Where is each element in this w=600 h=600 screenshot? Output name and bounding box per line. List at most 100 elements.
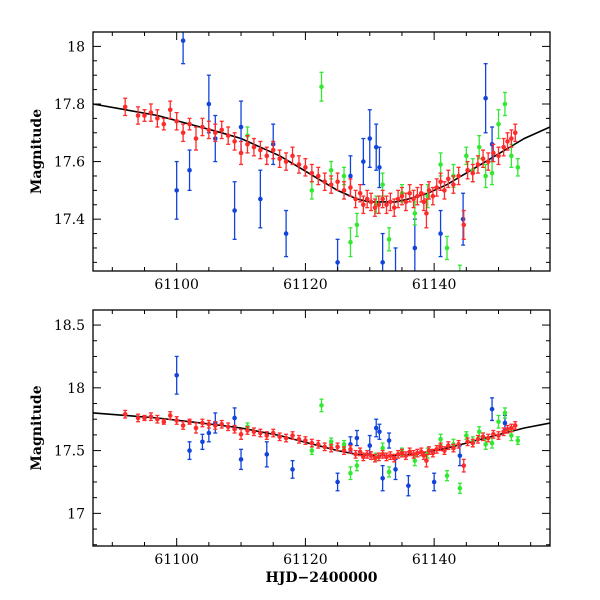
blue-data-point: [489, 406, 495, 412]
green-data-point: [386, 237, 392, 242]
red-data-point: [380, 196, 385, 202]
red-data-point: [155, 416, 160, 422]
blue-data-point: [367, 443, 373, 448]
red-data-point: [512, 423, 518, 428]
green-data-point: [412, 458, 418, 463]
green-data-point: [341, 442, 347, 447]
red-data-point: [341, 188, 347, 193]
red-data-point: [391, 455, 397, 461]
blue-data-point: [232, 208, 237, 213]
y-axis-title: Magnitude: [29, 385, 45, 470]
red-data-point: [135, 113, 141, 118]
plot-area: [93, 355, 550, 497]
red-data-point: [512, 130, 518, 136]
y-tick-label: 17: [67, 506, 85, 522]
blue-data-point: [187, 167, 192, 173]
green-data-point: [483, 173, 488, 179]
red-data-point: [315, 173, 321, 179]
blue-data-point: [206, 101, 212, 107]
red-data-point: [348, 185, 353, 190]
red-data-point: [380, 452, 385, 457]
red-data-point: [438, 179, 443, 185]
red-data-point: [424, 458, 429, 463]
red-data-point: [434, 447, 440, 452]
green-data-point: [509, 433, 514, 438]
red-data-point: [424, 211, 429, 216]
blue-data-point: [206, 430, 212, 436]
red-data-point: [296, 436, 302, 442]
blue-data-point: [380, 260, 385, 265]
red-data-point: [290, 433, 295, 438]
red-data-point: [480, 434, 486, 440]
blue-data-point: [457, 453, 463, 458]
y-tick-label: 18: [67, 39, 85, 55]
blue-data-point: [180, 38, 186, 43]
blue-data-point: [174, 372, 179, 378]
blue-data-point: [412, 245, 418, 251]
red-data-point: [465, 167, 470, 173]
blue-series: [174, 32, 495, 271]
blue-data-point: [187, 448, 192, 453]
blue-data-point: [367, 136, 373, 141]
red-data-point: [264, 153, 270, 159]
green-data-point: [496, 419, 501, 425]
red-data-point: [388, 453, 393, 458]
red-data-point: [456, 442, 461, 447]
x-tick-label: 61140: [412, 277, 457, 293]
red-data-point: [418, 190, 424, 196]
red-data-point: [501, 429, 506, 435]
red-data-point: [491, 431, 496, 437]
blue-data-point: [483, 95, 488, 101]
blue-data-point: [380, 475, 385, 481]
blue-data-point: [238, 124, 244, 130]
red-data-point: [335, 179, 340, 185]
blue-data-point: [264, 452, 270, 457]
red-data-point: [161, 121, 167, 127]
red-data-point: [155, 116, 160, 121]
red-data-point: [446, 176, 451, 182]
red-data-point: [212, 130, 218, 136]
red-data-point: [200, 420, 205, 426]
red-data-point: [384, 454, 389, 460]
blue-data-point: [290, 467, 295, 472]
red-data-point: [167, 107, 173, 113]
red-data-point: [193, 136, 199, 141]
red-data-point: [388, 199, 393, 205]
blue-data-point: [438, 231, 443, 236]
red-data-point: [426, 448, 432, 453]
red-data-point: [353, 452, 358, 457]
red-data-point: [270, 147, 276, 153]
red-data-point: [505, 426, 510, 432]
red-data-point: [296, 162, 302, 167]
plot-frame: [92, 309, 551, 547]
red-data-point: [364, 196, 370, 202]
bottom-light-curve-panel: 61100 61120 61140 17 17.5 18 18.5 Magnitude HJD−…: [29, 309, 551, 586]
blue-data-point: [232, 415, 237, 421]
blue-data-point: [393, 467, 398, 472]
red-data-point: [376, 202, 382, 208]
blue-data-point: [361, 159, 366, 164]
green-data-point: [328, 167, 334, 173]
green-data-point: [354, 463, 360, 468]
red-data-point: [309, 170, 315, 176]
green-data-point: [458, 274, 463, 279]
red-data-point: [407, 190, 412, 196]
red-data-point: [509, 136, 514, 141]
red-data-point: [395, 452, 401, 457]
x-tick-label: 61140: [412, 552, 457, 568]
red-data-point: [434, 185, 440, 190]
red-data-point: [357, 190, 363, 196]
green-data-point: [438, 436, 443, 442]
green-data-point: [348, 239, 353, 245]
red-data-point: [148, 110, 154, 115]
blue-data-point: [502, 420, 508, 426]
red-data-point: [372, 455, 378, 461]
red-data-point: [368, 453, 374, 458]
green-data-point: [354, 222, 360, 228]
blue-data-point: [238, 457, 244, 462]
blue-data-point: [354, 435, 360, 441]
blue-data-point: [174, 188, 179, 193]
red-data-point: [442, 448, 447, 453]
green-data-point: [509, 153, 514, 159]
model-curve: [93, 412, 550, 457]
